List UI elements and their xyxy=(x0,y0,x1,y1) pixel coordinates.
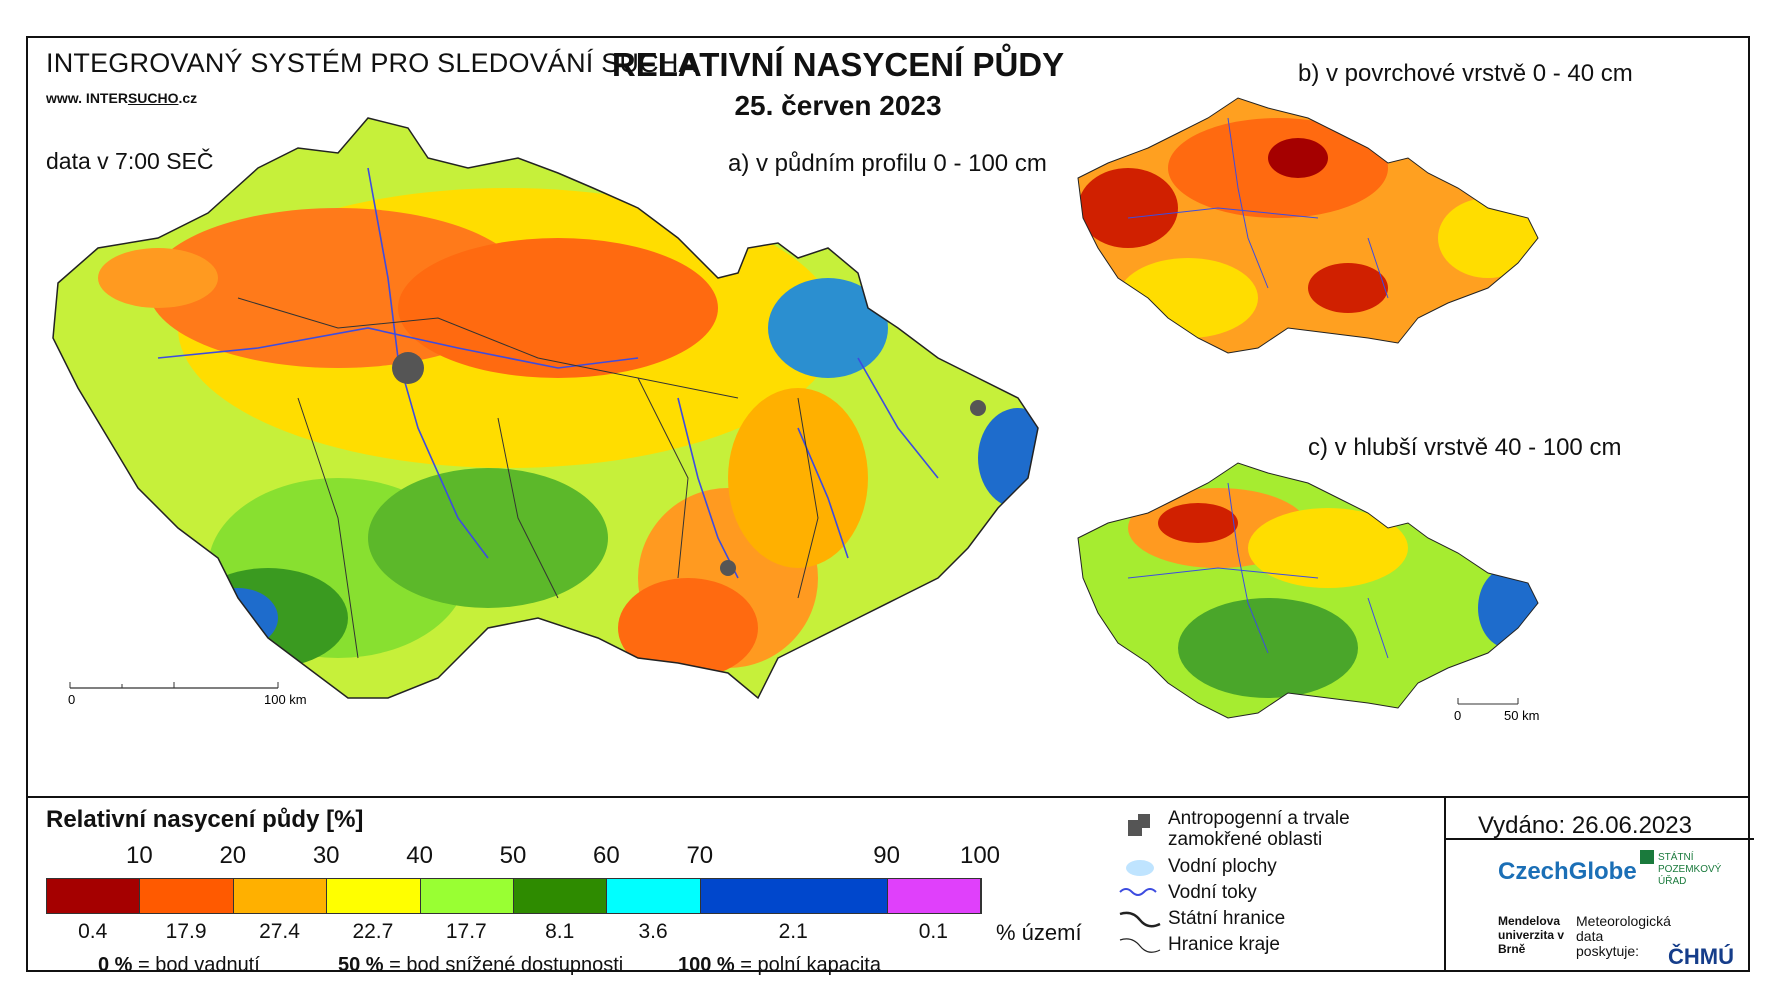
legend-threshold-50: 50 xyxy=(499,842,527,869)
urban-areas-a xyxy=(392,352,986,576)
legend-class-1 xyxy=(47,879,141,913)
rivers-b xyxy=(1127,117,1389,299)
legend-percent-9: 0.1 xyxy=(918,920,948,943)
legend-percent-3: 27.4 xyxy=(259,920,300,943)
legend-class-8 xyxy=(700,879,888,913)
water-area-icon xyxy=(1126,860,1154,876)
legend-percent-4: 22.7 xyxy=(352,920,394,943)
data-time: data v 7:00 SEČ xyxy=(46,148,214,174)
legend-threshold-20: 20 xyxy=(219,842,247,869)
legend-class-4 xyxy=(327,879,421,913)
map-a: 0 100 km xyxy=(52,117,1039,707)
main-title: RELATIVNÍ NASYCENÍ PŮDY xyxy=(611,46,1065,83)
stream-icon xyxy=(1119,888,1157,896)
legend-threshold-60: 60 xyxy=(593,842,620,869)
meteo-data-provider: Meteorologická data poskytuje: xyxy=(1576,913,1671,959)
legend-class-3 xyxy=(233,879,328,913)
chmu-logo: ČHMÚ xyxy=(1668,944,1734,969)
system-title: INTEGROVANÝ SYSTÉM PRO SLEDOVÁNÍ SUCHA xyxy=(46,48,697,78)
region-border-icon xyxy=(1119,938,1161,953)
legend-title: Relativní nasycení půdy [%] xyxy=(46,806,364,833)
key-anthropogenic: Antropogenní a trvale zamokřené oblasti xyxy=(1168,808,1350,850)
rivers-a xyxy=(157,167,939,579)
legend-percent-6: 8.1 xyxy=(545,920,575,943)
urban-area-icon xyxy=(1128,814,1150,836)
legend-threshold-40: 40 xyxy=(406,842,433,869)
issued-divider xyxy=(1444,838,1754,840)
legend-divider xyxy=(1444,796,1446,972)
legend-threshold-100: 100 xyxy=(959,842,1001,869)
scale-c-zero: 0 xyxy=(1454,708,1461,723)
map-a-label: a) v půdním profilu 0 - 100 cm xyxy=(728,150,1047,177)
state-border-icon xyxy=(1119,911,1161,928)
saturation-raster-b xyxy=(1078,98,1538,353)
def-field-capacity: 100 % = polní kapacita xyxy=(678,954,881,976)
legend-percent-5: 17.7 xyxy=(445,920,487,943)
mendelu-logo: Mendelova univerzita v Brně xyxy=(1498,914,1565,956)
issued-date: Vydáno: 26.06.2023 xyxy=(1478,812,1692,839)
key-streams: Vodní toky xyxy=(1168,882,1257,903)
map-area: INTEGROVANÝ SYSTÉM PRO SLEDOVÁNÍ SUCHA w… xyxy=(28,38,1748,798)
map-b xyxy=(1077,97,1539,354)
legend-percent-8: 2.1 xyxy=(778,920,808,943)
map-c: 0 50 km xyxy=(1077,462,1539,723)
map-c-label: c) v hlubší vrstvě 40 - 100 cm xyxy=(1308,434,1622,461)
website[interactable]: www. INTERSUCHO.cz xyxy=(46,90,198,106)
legend-percent-1: 0.4 xyxy=(78,920,108,943)
scale-c-max: 50 km xyxy=(1504,708,1539,723)
legend-area: Relativní nasycení půdy [%] 10 20 30 40 50 60… xyxy=(28,796,1754,976)
spu-logo-mark xyxy=(1640,850,1654,864)
legend-unit: % území xyxy=(996,920,1082,945)
legend-threshold-30: 30 xyxy=(312,842,340,869)
legend-percent-2: 17.9 xyxy=(165,920,207,943)
spu-logo: STÁTNÍ POZEMKOVÝ ÚŘAD xyxy=(1658,852,1722,887)
legend-class-2 xyxy=(140,879,234,913)
scale-a-zero: 0 xyxy=(68,692,75,707)
saturation-raster-c xyxy=(1078,463,1538,718)
legend-color-bar xyxy=(46,878,982,914)
map-b-label: b) v povrchové vrstvě 0 - 40 cm xyxy=(1298,60,1633,87)
key-water-areas: Vodní plochy xyxy=(1168,856,1277,877)
legend-percent-7: 3.6 xyxy=(638,920,668,943)
saturation-raster-a xyxy=(53,118,1038,698)
legend-threshold-90: 90 xyxy=(873,842,900,869)
def-reduced-availability: 50 % = bod snížené dostupnosti xyxy=(338,954,624,976)
key-state-border: Státní hranice xyxy=(1168,908,1286,929)
scale-a-max: 100 km xyxy=(264,692,307,707)
legend-threshold-70: 70 xyxy=(686,842,714,869)
map-date: 25. červen 2023 xyxy=(734,90,942,121)
rivers-c xyxy=(1127,482,1389,659)
legend-class-6 xyxy=(513,879,608,913)
legend-class-7 xyxy=(607,879,701,913)
key-region-border: Hranice kraje xyxy=(1168,934,1280,955)
figure-frame: INTEGROVANÝ SYSTÉM PRO SLEDOVÁNÍ SUCHA w… xyxy=(26,36,1754,976)
czechglobe-logo: CzechGlobe xyxy=(1498,858,1637,885)
legend-class-9 xyxy=(887,879,981,913)
legend-threshold-10: 10 xyxy=(126,842,153,869)
region-borders-a xyxy=(237,297,819,659)
legend-class-5 xyxy=(420,879,514,913)
def-wilting-point: 0 % = bod vadnutí xyxy=(98,954,260,976)
